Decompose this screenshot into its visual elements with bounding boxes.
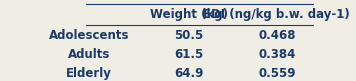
Text: Elderly: Elderly [66,67,112,80]
Text: EDI (ng/kg b.w. day-1): EDI (ng/kg b.w. day-1) [203,8,350,21]
Text: 0.384: 0.384 [258,48,295,61]
Text: 0.559: 0.559 [258,67,295,80]
Text: 61.5: 61.5 [174,48,204,61]
Text: 0.468: 0.468 [258,29,295,42]
Text: 50.5: 50.5 [174,29,204,42]
Text: Adults: Adults [68,48,110,61]
Text: 64.9: 64.9 [174,67,204,80]
Text: Weight (kg): Weight (kg) [150,8,228,21]
Text: Adolescents: Adolescents [49,29,129,42]
